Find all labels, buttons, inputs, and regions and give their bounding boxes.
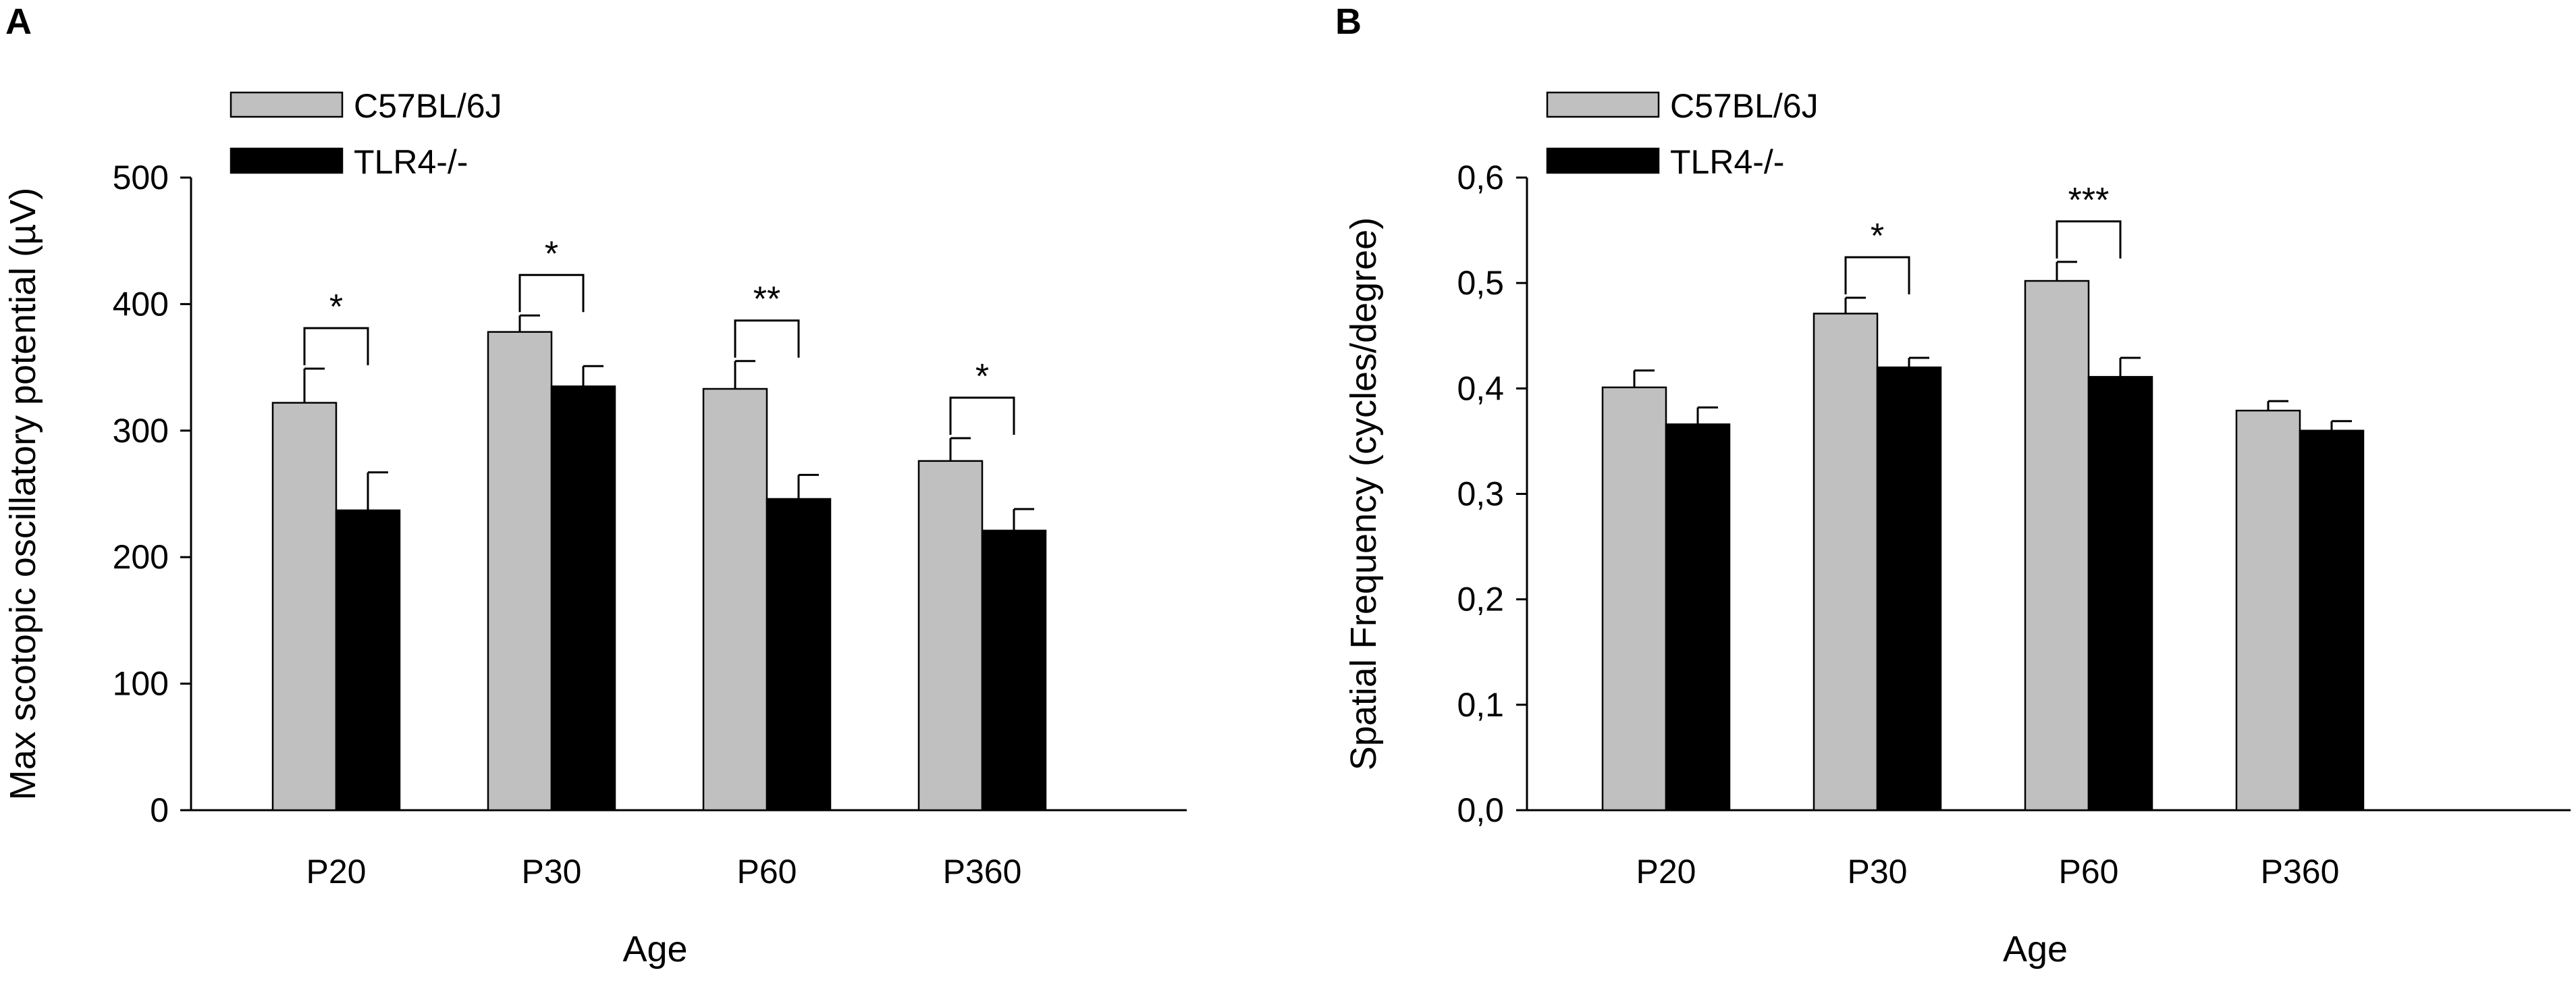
panel-b-bar-c57bl6j-p60: [2024, 280, 2090, 812]
panel-b-x-axis-title: Age: [2003, 929, 2068, 970]
panel-b-y-tick-label: 0,4: [1457, 369, 1504, 407]
panel-a-y-tick-label: 100: [113, 665, 169, 703]
panel-a-y-tick-label: 300: [113, 412, 169, 450]
panel-b-x-tick-label: P20: [1636, 853, 1696, 891]
panel-b-legend-label: C57BL/6J: [1670, 87, 1819, 125]
panel-a-bar-tlr4-p60: [766, 498, 832, 812]
panel-a-x-tick-label: P20: [306, 853, 367, 891]
panel-b-y-tick-label: 0,2: [1457, 581, 1504, 618]
panel-a-bar-c57bl6j-p30: [487, 331, 553, 812]
panel-b-letter: B: [1335, 1, 1362, 42]
panel-a-x-tick-label: P30: [522, 853, 582, 891]
panel-a-significance-bracket: [949, 396, 1015, 435]
panel-a-x-tick-label: P360: [943, 853, 1022, 891]
panel-a-significance-label: *: [329, 288, 343, 327]
panel-a-significance-label: **: [753, 280, 780, 319]
panel-a-bar-c57bl6j-p60: [702, 388, 768, 812]
panel-b-x-tick-label: P60: [2059, 853, 2119, 891]
panel-a-x-axis-title: Age: [622, 929, 687, 970]
panel-b-y-tick-label: 0,6: [1457, 159, 1504, 196]
panel-a-x-tick-label: P60: [737, 853, 797, 891]
panel-a-bar-tlr4-p20: [335, 509, 401, 812]
panel-b-y-tick-label: 0,0: [1457, 791, 1504, 829]
panel-a-significance-label: *: [975, 357, 989, 396]
panel-b-legend-swatch-tlr4: [1546, 147, 1660, 174]
panel-a-legend-swatch-c57bl6j: [230, 91, 344, 118]
panel-b-significance-bracket: [1844, 256, 1910, 295]
panel-a-bar-tlr4-p360: [981, 529, 1047, 812]
panel-a-y-tick-label: 400: [113, 285, 169, 323]
panel-a-significance-label: *: [545, 234, 558, 273]
panel-b-legend-swatch-c57bl6j: [1546, 91, 1660, 118]
panel-a-y-tick-label: 0: [150, 791, 169, 829]
panel-b-significance-label: *: [1871, 217, 1884, 256]
panel-b-bar-tlr4-p360: [2299, 429, 2365, 812]
panel-b-x-tick-label: P30: [1848, 853, 1908, 891]
panel-b-bar-tlr4-p20: [1665, 423, 1731, 812]
panel-b-chart: 0,0 0,1 0,2 0,3 0,4 0,5 0,6 Spatial Frequency (…: [1343, 87, 2571, 970]
panel-b-y-axis-title: Spatial Frequency (cycles/degree): [1343, 217, 1384, 770]
panel-b-y-tick-label: 0,1: [1457, 686, 1504, 724]
panel-b-x-tick-label: P360: [2261, 853, 2340, 891]
panel-a-significance-bracket: [518, 273, 585, 313]
panel-a-bar-c57bl6j-p20: [271, 402, 338, 812]
panel-a-y-axis-title: Max scotopic oscillatory potential (µV): [3, 188, 43, 800]
panel-a-bar-c57bl6j-p360: [917, 460, 984, 812]
panel-a-chart: 0 100 200 300 400 500 Max scotopic oscillatory…: [3, 87, 1187, 970]
panel-a-y-tick-label: 500: [113, 159, 169, 196]
panel-a-legend-label: TLR4-/-: [354, 143, 468, 181]
panel-b-significance-label: ***: [2068, 181, 2110, 220]
panel-b-y-tick-label: 0,5: [1457, 264, 1504, 302]
panel-a-significance-bracket: [734, 319, 800, 358]
panel-b-bar-c57bl6j-p30: [1813, 313, 1879, 812]
panel-a-y-tick-label: 200: [113, 538, 169, 576]
panel-a-legend-label: C57BL/6J: [354, 87, 502, 125]
panel-b-bar-c57bl6j-p20: [1601, 386, 1667, 812]
panel-a-legend-swatch-tlr4: [230, 147, 344, 174]
panel-b-legend-label: TLR4-/-: [1670, 143, 1784, 181]
panel-b-y-tick-label: 0,3: [1457, 475, 1504, 513]
panel-b-bar-tlr4-p60: [2087, 375, 2153, 812]
panel-b-significance-bracket: [2056, 220, 2122, 259]
panel-a-bar-tlr4-p30: [550, 385, 616, 812]
panel-a-significance-bracket: [303, 327, 369, 365]
panel-b-bar-c57bl6j-p360: [2235, 409, 2301, 812]
panel-b-bar-tlr4-p30: [1876, 366, 1942, 812]
panel-a-letter: A: [5, 1, 32, 42]
